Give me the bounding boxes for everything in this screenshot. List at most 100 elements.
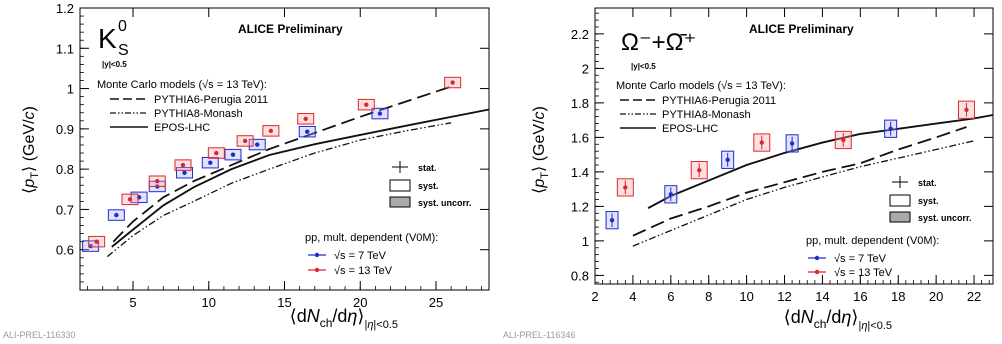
uncertainty-legend: stat. syst. syst. uncorr. <box>389 161 472 208</box>
data-point <box>964 107 969 112</box>
y-tick-label: 1.2 <box>56 1 74 16</box>
mc-curve <box>632 126 967 237</box>
mc-curve <box>647 114 994 209</box>
frame <box>79 7 490 291</box>
mc-legend: PYTHIA6-Perugia 2011 PYTHIA8-Monash EPOS… <box>620 95 776 135</box>
x-tick-label: 8 <box>705 289 712 304</box>
svg-text:PYTHIA8-Monash: PYTHIA8-Monash <box>662 109 751 121</box>
data-point <box>214 150 219 156</box>
data-legend: √s = 7 TeV √s = 13 TeV <box>808 253 893 279</box>
data-points <box>605 100 975 230</box>
mc-legend: PYTHIA6-Perugia 2011 PYTHIA8-Monash EPOS… <box>110 94 268 134</box>
svg-text:stat.: stat. <box>418 163 437 173</box>
svg-text:syst.: syst. <box>418 181 439 191</box>
svg-text:S: S <box>118 42 129 59</box>
svg-text:√s = 7 TeV: √s = 7 TeV <box>834 253 887 265</box>
x-tick-label: 25 <box>429 295 443 310</box>
svg-text:√s = 13 TeV: √s = 13 TeV <box>834 267 893 279</box>
data-legend: √s = 7 TeV √s = 13 TeV <box>308 250 393 277</box>
mc-curves <box>106 85 490 258</box>
x-tick-label: 10 <box>202 295 216 310</box>
svg-text:syst. uncorr.: syst. uncorr. <box>418 198 472 208</box>
data-point <box>127 197 133 202</box>
mc-curves <box>632 114 994 247</box>
data-point <box>450 80 455 85</box>
x-tick-label: 2 <box>591 289 598 304</box>
y-tick-label: 1 <box>67 82 74 97</box>
svg-text:⟨dNch/dη⟩|η|<0.5: ⟨dNch/dη⟩|η|<0.5 <box>290 306 398 331</box>
data-point <box>668 192 674 197</box>
mc-legend-title: Monte Carlo models (√s = 13 TeV): <box>97 79 267 91</box>
y-tick-label: 1.4 <box>571 165 589 180</box>
data-point <box>230 152 236 157</box>
data-point <box>208 160 213 165</box>
data-point <box>155 179 160 184</box>
chart-kshort: 5 10 15 20 25 0.6 0.7 0.8 0.9 1 1.1 1.2 ⟨pT⟩ (GeV/c… <box>3 1 490 340</box>
footer-id: ALI-PREL-116346 <box>503 330 575 340</box>
y-axis-label: ⟨pT⟩ (GeV/c) <box>21 106 41 194</box>
x-tick-label: 20 <box>353 295 367 310</box>
uncertainty-legend: stat. syst. syst. uncorr. <box>889 176 972 223</box>
svg-text:syst.: syst. <box>918 196 939 206</box>
svg-text:PYTHIA6-Perugia 2011: PYTHIA6-Perugia 2011 <box>154 94 268 106</box>
x-tick-label: 16 <box>853 289 867 304</box>
mc-legend-title: Monte Carlo models (√s = 13 TeV): <box>616 80 786 92</box>
data-point <box>609 217 615 223</box>
data-point <box>180 162 186 168</box>
svg-text:EPOS-LHC: EPOS-LHC <box>154 122 210 134</box>
data-point <box>303 116 308 121</box>
data-point <box>841 137 846 143</box>
x-tick-label: 18 <box>891 289 905 304</box>
mc-curve <box>111 108 490 248</box>
y-tick-label: 0.6 <box>56 243 74 258</box>
data-point <box>364 102 369 107</box>
particle-label: K 0 S <box>98 18 129 59</box>
y-axis-label: ⟨pT⟩ (GeV/c) <box>531 106 551 194</box>
mc-curve <box>112 85 452 243</box>
x-tick-label: 22 <box>967 289 981 304</box>
data-point <box>759 140 764 145</box>
mc-curve <box>106 122 452 258</box>
svg-text:⟨dNch/dη⟩|η|<0.5: ⟨dNch/dη⟩|η|<0.5 <box>784 307 892 332</box>
data-point <box>242 138 248 144</box>
y-tick-label: 0.8 <box>56 162 74 177</box>
y-tick-label: 0.8 <box>571 268 589 283</box>
svg-text:0: 0 <box>118 18 127 35</box>
preliminary-label: ALICE Preliminary <box>238 22 343 36</box>
y-tick-label: 0.7 <box>56 202 74 217</box>
svg-text:syst. uncorr.: syst. uncorr. <box>918 213 972 223</box>
data-point <box>305 129 310 134</box>
data-legend-title: pp, mult. dependent (V0M): <box>806 235 939 247</box>
svg-text:√s = 13 TeV: √s = 13 TeV <box>334 265 393 277</box>
data-points <box>82 76 462 252</box>
x-axis-label: ⟨dNch/dη⟩|η|<0.5 <box>290 306 398 331</box>
x-tick-label: 4 <box>629 289 636 304</box>
mc-curve <box>632 140 975 247</box>
y-tick-label: 2.2 <box>571 27 589 42</box>
preliminary-label: ALICE Preliminary <box>749 22 854 36</box>
axis-ticks: 2 4 6 8 10 12 14 16 18 20 22 0.8 1 1.2 1.4 1.6 1.8 2 2.2 <box>571 8 993 304</box>
x-tick-label: 12 <box>777 289 791 304</box>
y-tick-label: 1.8 <box>571 96 589 111</box>
data-point <box>268 128 274 134</box>
svg-text:√s = 7 TeV: √s = 7 TeV <box>334 250 387 262</box>
x-tick-label: 10 <box>739 289 753 304</box>
svg-text:EPOS-LHC: EPOS-LHC <box>662 123 718 135</box>
data-point <box>888 126 893 131</box>
svg-text:K: K <box>98 23 117 54</box>
y-tick-label: 1.1 <box>56 41 74 56</box>
data-point <box>94 239 99 244</box>
particle-label: Ω⁻+Ω̄⁺ <box>621 29 696 56</box>
data-point <box>182 170 187 175</box>
x-tick-label: 14 <box>815 289 829 304</box>
rapidity-label: |y|<0.5 <box>631 62 656 71</box>
x-tick-label: 15 <box>277 295 291 310</box>
footer-id: ALI-PREL-116330 <box>3 330 75 340</box>
frame <box>594 7 994 285</box>
data-point <box>789 141 795 146</box>
data-point <box>114 212 119 218</box>
y-tick-label: 1 <box>582 234 589 249</box>
y-tick-label: 1.2 <box>571 199 589 214</box>
data-point <box>623 185 628 190</box>
y-tick-label: 0.9 <box>56 122 74 137</box>
